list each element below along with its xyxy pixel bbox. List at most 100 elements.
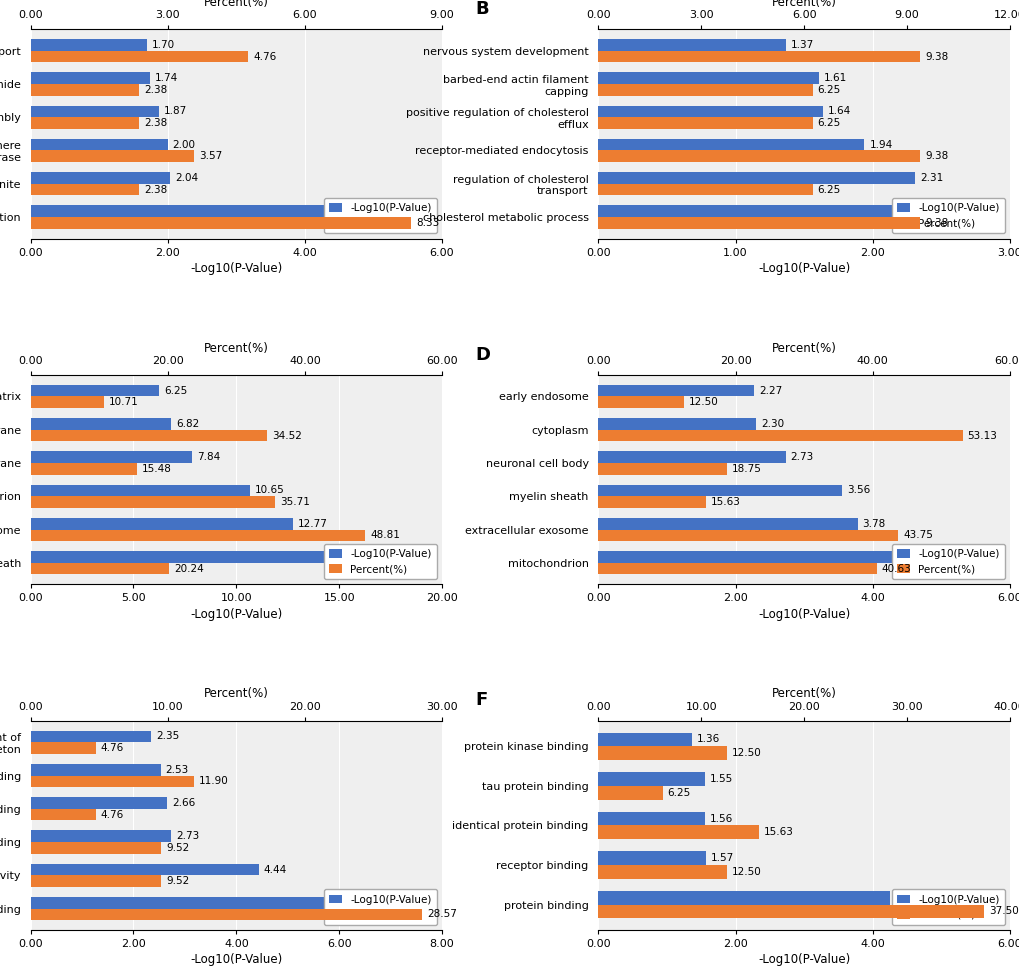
- Text: 7.84: 7.84: [197, 453, 220, 462]
- Text: 18.75: 18.75: [732, 464, 761, 474]
- Text: 9.38: 9.38: [924, 151, 948, 161]
- Text: 12.50: 12.50: [732, 748, 761, 759]
- Text: 4.76: 4.76: [101, 810, 124, 820]
- Bar: [31, 529, 365, 542]
- Bar: [598, 517, 857, 529]
- Bar: [598, 786, 662, 799]
- Text: 1.36: 1.36: [696, 735, 719, 744]
- Bar: [31, 842, 161, 854]
- Text: 2.30: 2.30: [760, 419, 784, 429]
- Bar: [598, 172, 914, 184]
- Bar: [598, 463, 727, 475]
- Text: 12.50: 12.50: [689, 397, 718, 407]
- X-axis label: Percent(%): Percent(%): [204, 687, 268, 701]
- Text: 10.71: 10.71: [109, 397, 139, 407]
- Bar: [31, 830, 171, 842]
- Text: D: D: [475, 346, 489, 363]
- Bar: [598, 150, 919, 162]
- Text: 3.57: 3.57: [199, 151, 222, 161]
- Text: 12.77: 12.77: [298, 518, 328, 529]
- X-axis label: -Log10(P-Value): -Log10(P-Value): [190, 262, 282, 275]
- Text: 15.48: 15.48: [142, 464, 171, 474]
- Text: 2.53: 2.53: [165, 765, 189, 775]
- Text: 15.63: 15.63: [763, 828, 793, 837]
- Bar: [31, 117, 140, 129]
- Bar: [31, 463, 137, 475]
- Bar: [31, 897, 357, 909]
- Bar: [31, 863, 259, 875]
- Bar: [31, 496, 275, 508]
- X-axis label: -Log10(P-Value): -Log10(P-Value): [757, 953, 850, 966]
- Bar: [31, 39, 147, 50]
- Text: 9.38: 9.38: [924, 218, 948, 228]
- Bar: [598, 851, 705, 865]
- X-axis label: Percent(%): Percent(%): [771, 0, 836, 9]
- Text: 2.73: 2.73: [175, 831, 199, 841]
- Bar: [31, 73, 150, 84]
- Text: B: B: [475, 0, 488, 17]
- Bar: [598, 106, 822, 117]
- Bar: [598, 430, 962, 442]
- Text: 12.50: 12.50: [732, 867, 761, 877]
- X-axis label: Percent(%): Percent(%): [204, 0, 268, 9]
- Bar: [31, 452, 192, 463]
- Text: 53.13: 53.13: [967, 430, 997, 441]
- Text: 6.25: 6.25: [817, 84, 840, 95]
- Text: 6.25: 6.25: [817, 184, 840, 195]
- Text: 15.63: 15.63: [357, 552, 386, 562]
- Bar: [31, 139, 167, 150]
- Text: 40.63: 40.63: [881, 564, 911, 574]
- Bar: [598, 117, 812, 129]
- Text: 9.52: 9.52: [166, 843, 190, 853]
- Bar: [598, 812, 705, 826]
- Text: 2.04: 2.04: [175, 172, 199, 183]
- Text: 34.52: 34.52: [272, 430, 302, 441]
- Bar: [31, 484, 250, 496]
- Bar: [598, 733, 691, 746]
- Text: 9.38: 9.38: [924, 51, 948, 61]
- Bar: [598, 396, 684, 408]
- Bar: [31, 50, 248, 62]
- Bar: [31, 875, 161, 887]
- Bar: [31, 205, 342, 217]
- Text: 2.27: 2.27: [758, 386, 782, 395]
- Bar: [598, 205, 917, 217]
- Bar: [31, 551, 352, 563]
- Bar: [598, 865, 727, 879]
- Text: 2.38: 2.38: [145, 84, 167, 95]
- Legend: -Log10(P-Value), Percent(%): -Log10(P-Value), Percent(%): [324, 544, 436, 579]
- Bar: [598, 452, 785, 463]
- Bar: [598, 385, 753, 396]
- X-axis label: -Log10(P-Value): -Log10(P-Value): [757, 608, 850, 620]
- Text: 5.30: 5.30: [966, 552, 988, 562]
- Bar: [598, 139, 863, 150]
- Bar: [598, 217, 919, 229]
- Bar: [598, 484, 842, 496]
- Text: 11.90: 11.90: [199, 776, 228, 787]
- Text: 8.33: 8.33: [416, 218, 439, 228]
- Bar: [31, 184, 140, 196]
- Text: 1.57: 1.57: [710, 853, 734, 863]
- X-axis label: Percent(%): Percent(%): [771, 342, 836, 355]
- Bar: [31, 396, 104, 408]
- Bar: [31, 764, 161, 775]
- Text: 2.38: 2.38: [145, 184, 167, 195]
- Text: 2.73: 2.73: [790, 453, 813, 462]
- Bar: [598, 826, 758, 839]
- Text: 4.76: 4.76: [253, 51, 276, 61]
- Bar: [31, 150, 194, 162]
- Bar: [598, 184, 812, 196]
- Bar: [31, 775, 194, 787]
- Legend: -Log10(P-Value), Percent(%): -Log10(P-Value), Percent(%): [891, 890, 1004, 925]
- Text: 2.33: 2.33: [922, 206, 946, 216]
- Bar: [31, 84, 140, 96]
- Text: 4.44: 4.44: [264, 864, 287, 875]
- Text: 2.31: 2.31: [919, 172, 943, 183]
- Bar: [598, 772, 704, 786]
- Legend: -Log10(P-Value), Percent(%): -Log10(P-Value), Percent(%): [891, 544, 1004, 579]
- Legend: -Log10(P-Value), Percent(%): -Log10(P-Value), Percent(%): [324, 890, 436, 925]
- Text: 6.35: 6.35: [362, 898, 385, 908]
- Bar: [598, 39, 786, 50]
- Bar: [31, 742, 96, 754]
- Text: 6.25: 6.25: [164, 386, 187, 395]
